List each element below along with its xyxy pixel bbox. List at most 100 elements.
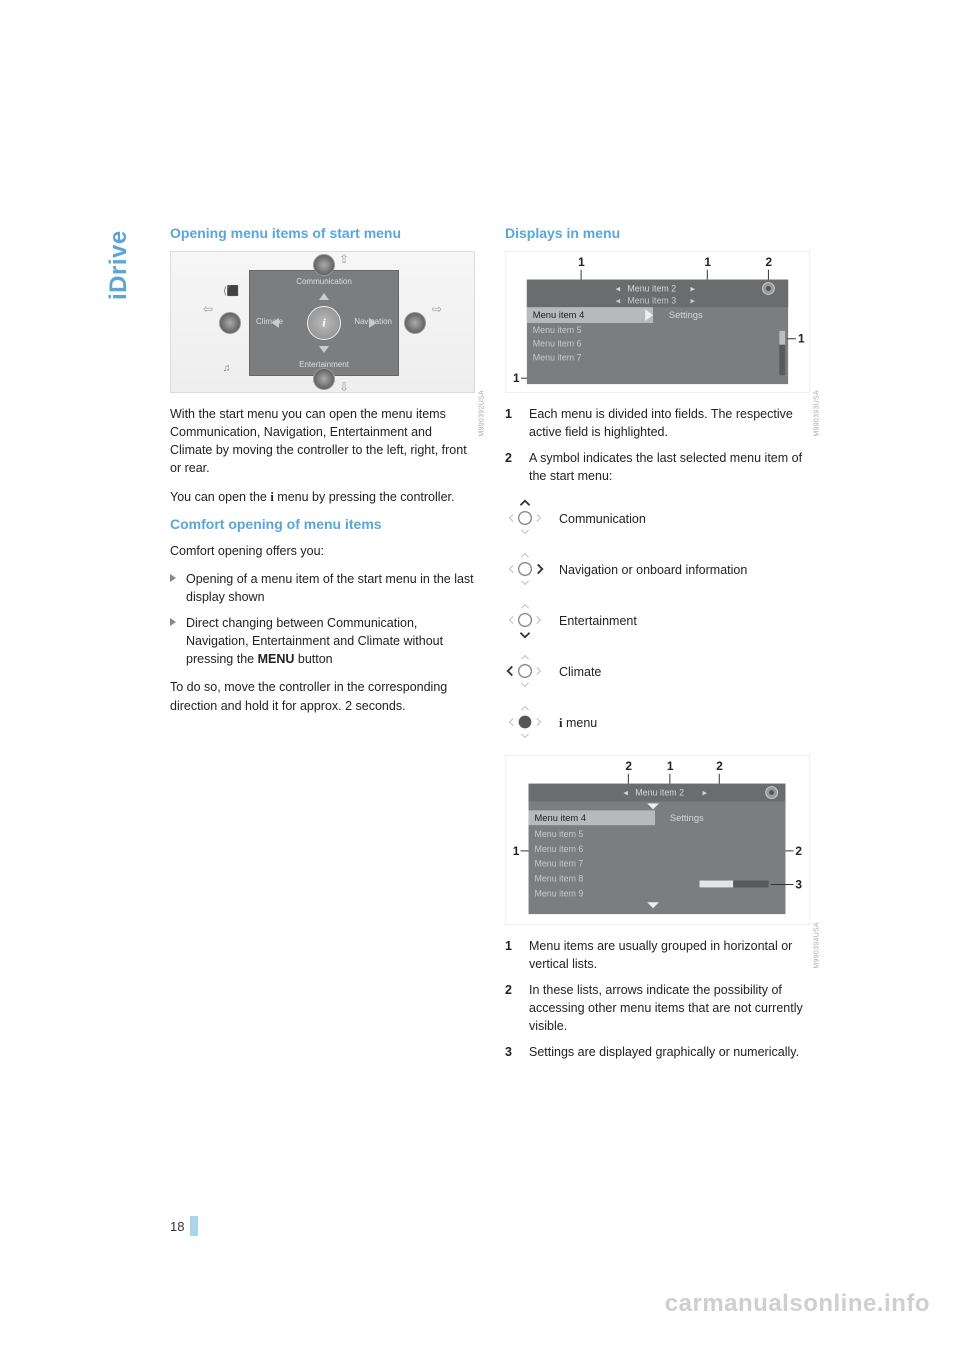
screen-label-left: Climate xyxy=(256,317,283,326)
chevron-up-icon xyxy=(319,293,329,300)
bullet-text-tail: button xyxy=(294,652,332,666)
svg-text:Menu item 9: Menu item 9 xyxy=(534,888,583,898)
list-number: 2 xyxy=(505,449,517,485)
svg-text:◂: ◂ xyxy=(616,295,621,305)
direction-down-icon xyxy=(505,600,545,643)
symbol-row: Navigation or onboard information xyxy=(505,549,810,592)
paragraph-start-menu-desc: With the start menu you can open the men… xyxy=(170,405,475,478)
figure-start-menu-controller: Communication Entertainment Climate Navi… xyxy=(170,251,475,393)
controller-center-knob: i xyxy=(307,306,341,340)
symbol-label: Navigation or onboard information xyxy=(559,563,747,577)
screen-label-up: Communication xyxy=(250,277,398,286)
content-columns: Opening menu items of start menu Communi… xyxy=(170,225,810,1073)
chevron-right-icon xyxy=(369,318,376,328)
list-item: Opening of a menu item of the start menu… xyxy=(170,570,475,606)
controller-screen: Communication Entertainment Climate Navi… xyxy=(249,270,399,376)
heading-opening-start-menu: Opening menu items of start menu xyxy=(170,225,475,241)
info-i-icon: i xyxy=(322,316,325,331)
symbol-label: Communication xyxy=(559,512,646,526)
arrow-right-icon: ⇨ xyxy=(432,302,442,316)
symbol-row: Entertainment xyxy=(505,600,810,643)
arrow-down-icon: ⇩ xyxy=(339,380,349,394)
page-number-value: 18 xyxy=(170,1219,184,1234)
mini-icon-bl: ♫ xyxy=(223,363,231,374)
svg-text:Settings: Settings xyxy=(670,813,704,823)
mini-icon-tl: ⟨⬛ xyxy=(223,286,239,297)
svg-text:▸: ▸ xyxy=(691,295,696,305)
list-text: Settings are displayed graphically or nu… xyxy=(529,1043,799,1061)
paragraph-comfort-intro: Comfort opening offers you: xyxy=(170,542,475,560)
left-column: Opening menu items of start menu Communi… xyxy=(170,225,475,1073)
svg-text:Menu item 6: Menu item 6 xyxy=(533,339,582,349)
svg-text:Menu item 3: Menu item 3 xyxy=(627,295,676,305)
symbol-row: Communication xyxy=(505,498,810,541)
svg-text:2: 2 xyxy=(716,758,723,772)
list-item: 1 Each menu is divided into fields. The … xyxy=(505,405,810,441)
direction-up-icon xyxy=(505,498,545,541)
svg-text:1: 1 xyxy=(798,332,805,346)
knob-top xyxy=(313,254,335,276)
text-pre: You can open the xyxy=(170,490,270,504)
info-i-icon: i xyxy=(559,716,562,730)
triangle-bullet-icon xyxy=(170,618,176,626)
list-item: 3 Settings are displayed graphically or … xyxy=(505,1043,810,1061)
watermark: carmanualsonline.info xyxy=(665,1290,930,1318)
list-number: 1 xyxy=(505,937,517,973)
svg-text:Menu item 4: Menu item 4 xyxy=(533,310,585,320)
arrow-up-icon: ⇧ xyxy=(339,252,349,266)
svg-text:Menu item 5: Menu item 5 xyxy=(534,829,583,839)
list-item: Direct changing between Communication, N… xyxy=(170,614,475,668)
section-side-label: iDrive xyxy=(105,230,133,300)
svg-text:2: 2 xyxy=(625,758,632,772)
svg-text:▸: ▸ xyxy=(691,283,696,293)
svg-text:1: 1 xyxy=(578,255,585,269)
svg-text:Menu item 2: Menu item 2 xyxy=(635,787,684,797)
figure-code: M990393USA xyxy=(814,390,821,437)
svg-text:2: 2 xyxy=(765,255,772,269)
list-text: A symbol indicates the last selected men… xyxy=(529,449,810,485)
symbol-label: Entertainment xyxy=(559,614,637,628)
page-number: 18 xyxy=(170,1216,198,1236)
list-text: Menu items are usually grouped in horizo… xyxy=(529,937,810,973)
knob-right xyxy=(404,312,426,334)
chevron-down-icon xyxy=(319,346,329,353)
arrow-left-icon: ⇦ xyxy=(203,302,213,316)
list-number: 1 xyxy=(505,405,517,441)
figure-display-fields: 1 1 2 ◂ Menu item 2 ▸ ◂ Menu it xyxy=(505,251,810,393)
list-text: Each menu is divided into fields. The re… xyxy=(529,405,810,441)
paragraph-comfort-instruction: To do so, move the controller in the cor… xyxy=(170,678,475,714)
svg-text:◂: ◂ xyxy=(623,787,628,797)
knob-left xyxy=(219,312,241,334)
direction-right-icon xyxy=(505,549,545,592)
knob-bottom xyxy=(313,368,335,390)
page-number-bar xyxy=(190,1216,198,1236)
svg-text:Menu item 5: Menu item 5 xyxy=(533,325,582,335)
svg-text:Settings: Settings xyxy=(669,310,703,320)
list-number: 3 xyxy=(505,1043,517,1061)
svg-text:Menu item 2: Menu item 2 xyxy=(627,283,676,293)
svg-text:▸: ▸ xyxy=(702,787,707,797)
display-fields-list: 1 Each menu is divided into fields. The … xyxy=(505,405,810,486)
heading-displays-in-menu: Displays in menu xyxy=(505,225,810,241)
symbol-legend: Communication Navigation or onboard infor… xyxy=(505,498,810,745)
symbol-row: Climate xyxy=(505,651,810,694)
bullet-text: Direct changing between Communication, N… xyxy=(186,614,475,668)
paragraph-i-menu: You can open the i menu by pressing the … xyxy=(170,488,475,506)
direction-left-icon xyxy=(505,651,545,694)
figure-display-lists: 2 1 2 ◂ Menu item 2 ▸ Menu item 4 xyxy=(505,755,810,925)
list-item: 2 In these lists, arrows indicate the po… xyxy=(505,981,810,1035)
svg-text:1: 1 xyxy=(704,255,711,269)
list-item: 1 Menu items are usually grouped in hori… xyxy=(505,937,810,973)
svg-text:3: 3 xyxy=(795,877,802,891)
svg-text:Menu item 8: Menu item 8 xyxy=(534,873,583,883)
list-text: In these lists, arrows indicate the poss… xyxy=(529,981,810,1035)
list-number: 2 xyxy=(505,981,517,1035)
triangle-bullet-icon xyxy=(170,574,176,582)
svg-text:1: 1 xyxy=(667,758,674,772)
symbol-row: i menu xyxy=(505,702,810,745)
svg-text:Menu item 7: Menu item 7 xyxy=(534,858,583,868)
svg-text:2: 2 xyxy=(795,843,802,857)
text-post: menu by pressing the controller. xyxy=(274,490,455,504)
direction-center-icon xyxy=(505,702,545,745)
symbol-label: i menu xyxy=(559,716,597,731)
